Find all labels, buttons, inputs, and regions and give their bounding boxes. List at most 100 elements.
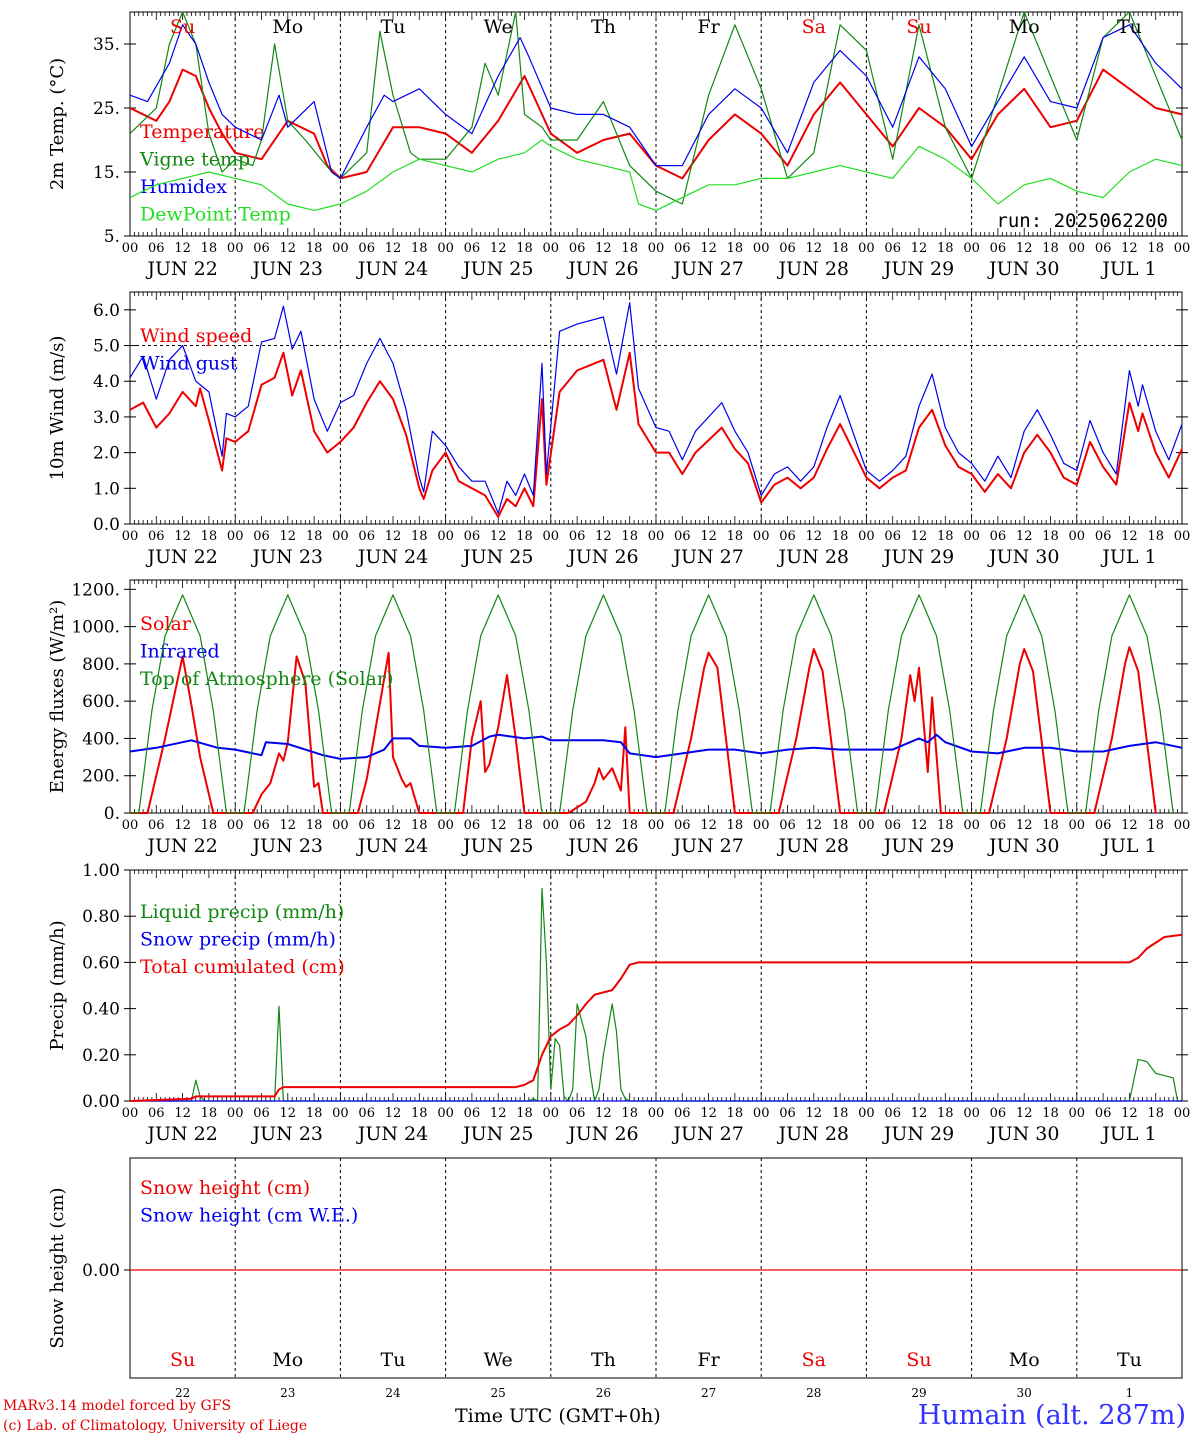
hour-tick-label: 06	[464, 529, 481, 544]
hour-tick-label: 00	[648, 241, 665, 256]
hour-tick-label: 06	[1095, 241, 1112, 256]
hour-tick-label: 00	[332, 818, 349, 833]
hour-tick-label: 00	[858, 529, 875, 544]
hour-tick-label: 06	[674, 1106, 691, 1121]
hour-tick-label: 12	[1121, 818, 1138, 833]
hour-tick-label: 18	[1042, 241, 1059, 256]
hour-tick-label: 06	[884, 529, 901, 544]
hour-tick-label: 00	[122, 1106, 139, 1121]
weekday-label: Su	[906, 16, 931, 38]
y-tick-label: 0.0	[93, 515, 120, 535]
date-label: JUN 27	[671, 835, 743, 857]
hour-tick-label: 12	[385, 529, 402, 544]
hour-tick-label: 06	[569, 241, 586, 256]
series-line	[130, 646, 1157, 814]
date-label: JUN 23	[251, 835, 323, 857]
hour-tick-label: 18	[201, 529, 218, 544]
hour-tick-label: 06	[674, 241, 691, 256]
hour-tick-label: 12	[806, 529, 823, 544]
date-label: JUL 1	[1100, 258, 1156, 280]
date-label: JUN 29	[882, 1123, 954, 1145]
y-tick-label: 800.	[82, 655, 120, 675]
legend-entry: Wind speed	[140, 325, 252, 347]
hour-tick-label: 00	[1069, 818, 1086, 833]
hour-tick-label: 00	[1069, 529, 1086, 544]
legend-entry: Temperature	[140, 121, 264, 143]
date-label: JUL 1	[1100, 1123, 1156, 1145]
hour-tick-label: 06	[358, 529, 375, 544]
hour-tick-label: 18	[201, 241, 218, 256]
hour-tick-label: 06	[1095, 529, 1112, 544]
hour-tick-label: 18	[937, 241, 954, 256]
y-tick-label: 1.00	[82, 861, 120, 881]
weekday-label: Tu	[381, 1349, 406, 1371]
hour-tick-label: 12	[490, 818, 507, 833]
date-label: JUN 28	[777, 546, 849, 568]
hour-tick-label: 00	[963, 1106, 980, 1121]
y-axis-title: Energy fluxes (W/m²)	[47, 600, 68, 794]
date-label: JUN 26	[566, 835, 638, 857]
hour-tick-label: 18	[832, 241, 849, 256]
hour-tick-label: 12	[911, 529, 928, 544]
weekday-label: Mo	[1009, 1349, 1040, 1371]
hour-tick-label: 00	[1174, 241, 1191, 256]
date-label: JUN 22	[145, 835, 217, 857]
hour-tick-label: 18	[937, 529, 954, 544]
hour-tick-label: 18	[621, 241, 638, 256]
date-label: JUN 22	[145, 258, 217, 280]
series-line	[129, 139, 1183, 211]
date-label: JUN 25	[461, 835, 533, 857]
hour-tick-label: 00	[648, 818, 665, 833]
panel-2: 00 06 12 18 00 06 12 18 00 06 12 18 00 06 12 18 00 06 12 18…	[47, 291, 1190, 568]
hour-tick-label: 18	[832, 818, 849, 833]
hour-tick-label: 06	[674, 818, 691, 833]
hour-tick-label: 18	[201, 818, 218, 833]
date-label: JUN 26	[566, 546, 638, 568]
hour-tick-label: 06	[148, 529, 165, 544]
y-tick-label: 400.	[82, 729, 120, 749]
weekday-label: Sa	[802, 1349, 826, 1371]
y-tick-label: 25.	[93, 99, 120, 119]
hour-tick-label: 06	[990, 818, 1007, 833]
series-line	[129, 351, 1183, 518]
date-label: JUN 30	[987, 546, 1059, 568]
date-label: JUN 26	[566, 258, 638, 280]
hour-tick-label: 06	[358, 1106, 375, 1121]
hour-tick-label: 06	[464, 1106, 481, 1121]
hour-tick-label: 18	[411, 529, 428, 544]
hour-tick-label: 06	[148, 818, 165, 833]
hour-tick-label: 18	[937, 1106, 954, 1121]
hour-tick-label: 00	[858, 241, 875, 256]
hour-tick-label: 12	[1016, 818, 1033, 833]
weekday-label: Tu	[1117, 16, 1142, 38]
hour-tick-label: 18	[727, 529, 744, 544]
hour-tick-label: 00	[437, 818, 454, 833]
series-line	[129, 302, 1183, 514]
hour-tick-label: 00	[437, 241, 454, 256]
hour-tick-label: 18	[832, 529, 849, 544]
hour-tick-label: 00	[858, 818, 875, 833]
hour-tick-label: 06	[569, 1106, 586, 1121]
date-label: JUN 24	[356, 258, 428, 280]
y-tick-label: 5.	[104, 227, 120, 247]
series-line	[129, 11, 1183, 205]
hour-tick-label: 06	[779, 818, 796, 833]
date-label: JUN 25	[461, 546, 533, 568]
y-tick-label: 600.	[82, 692, 120, 712]
panel-3: 00 06 12 18 00 06 12 18 00 06 12 18 00 06 12 18 00 06 12 18…	[47, 579, 1190, 857]
date-label: JUN 29	[882, 835, 954, 857]
hour-tick-label: 12	[595, 529, 612, 544]
hour-tick-label: 00	[753, 818, 770, 833]
hour-tick-label: 00	[332, 1106, 349, 1121]
date-label: JUN 29	[882, 546, 954, 568]
date-label: JUN 22	[145, 1123, 217, 1145]
hour-tick-label: 12	[174, 529, 191, 544]
hour-tick-label: 18	[516, 818, 533, 833]
hour-tick-label: 06	[569, 818, 586, 833]
hour-tick-label: 12	[385, 1106, 402, 1121]
hour-tick-label: 12	[1121, 241, 1138, 256]
hour-tick-label: 06	[253, 1106, 270, 1121]
hour-tick-label: 00	[543, 529, 560, 544]
hour-tick-label: 12	[700, 818, 717, 833]
y-tick-label: 200.	[82, 767, 120, 787]
